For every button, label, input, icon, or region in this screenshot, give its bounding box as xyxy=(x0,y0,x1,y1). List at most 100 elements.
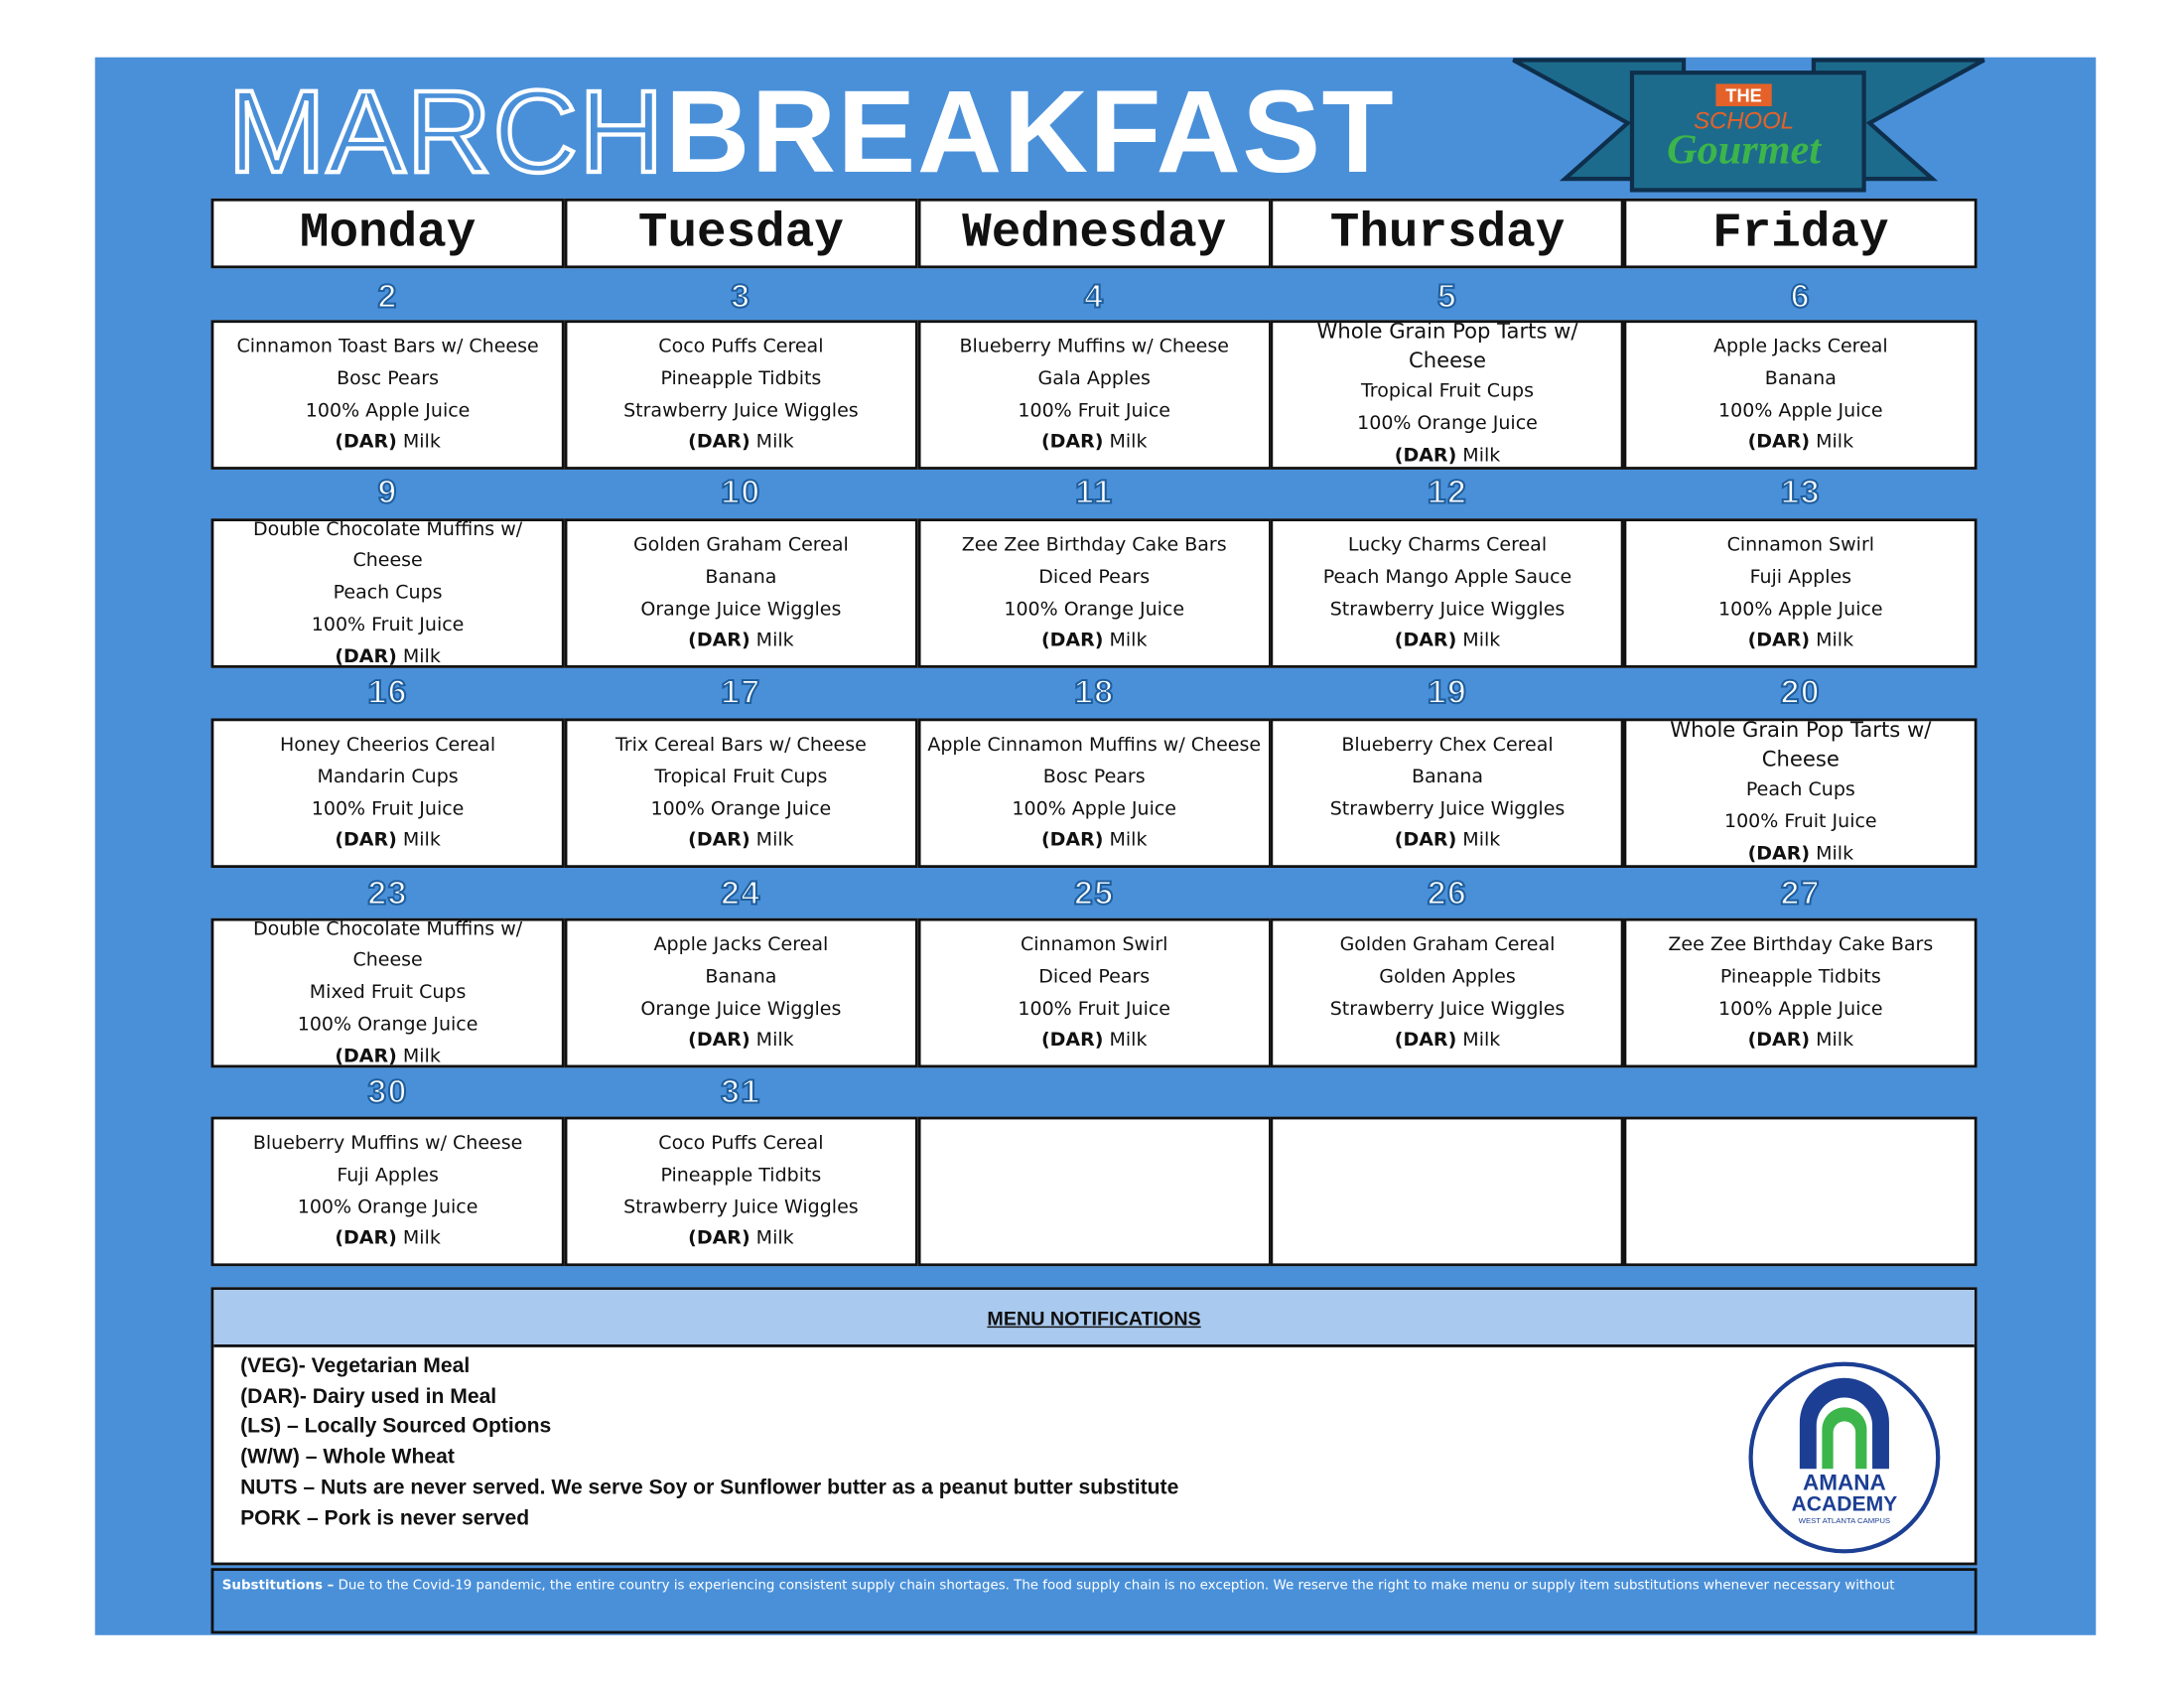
menu-item: Diced Pears xyxy=(1038,565,1151,589)
menu-item: Banana xyxy=(705,965,777,988)
title-month: MARCH xyxy=(225,66,665,198)
date-number: 12 xyxy=(1427,474,1468,512)
date-number: 11 xyxy=(1074,474,1114,512)
milk-tag: (DAR) xyxy=(1747,1029,1811,1052)
notifications-box: MENU NOTIFICATIONS (VEG)- Vegetarian Mea… xyxy=(210,1287,1978,1566)
menu-item: Peach Cups xyxy=(1745,778,1855,802)
menu-item: Fuji Apples xyxy=(1749,565,1852,589)
milk-line: (DAR) Milk xyxy=(688,825,793,857)
milk-tag: (DAR) xyxy=(688,629,751,652)
milk-line: (DAR) Milk xyxy=(335,825,440,857)
date-number: 5 xyxy=(1436,278,1458,317)
menu-item: Banana xyxy=(1764,366,1837,390)
logo-text: ACADEMY xyxy=(1792,1493,1898,1516)
day-cell xyxy=(917,1116,1272,1267)
menu-item: Double Chocolate Muffins w/ Cheese xyxy=(252,917,523,972)
notification-item: (LS) – Locally Sourced Options xyxy=(240,1414,552,1439)
day-header: Tuesday xyxy=(564,198,918,269)
day-cell: Cinnamon Toast Bars w/ Cheese Bosc Pears 1… xyxy=(210,320,565,470)
menu-item: Strawberry Juice Wiggles xyxy=(1329,997,1566,1020)
menu-item: Lucky Charms Cereal xyxy=(1347,533,1548,557)
milk-tag: (DAR) xyxy=(688,828,751,852)
milk-tag: (DAR) xyxy=(1747,629,1811,652)
milk-text: Milk xyxy=(755,1029,794,1052)
date-number: 3 xyxy=(730,278,751,317)
menu-item: 100% Orange Juice xyxy=(650,796,832,820)
menu-item: Strawberry Juice Wiggles xyxy=(1329,597,1566,621)
milk-text: Milk xyxy=(755,629,794,652)
milk-line: (DAR) Milk xyxy=(1748,625,1853,656)
footer-label: Substitutions – xyxy=(221,1578,335,1594)
day-header: Monday xyxy=(210,198,565,269)
notification-item: PORK – Pork is never served xyxy=(240,1505,530,1530)
day-cell xyxy=(1270,1116,1625,1267)
milk-line: (DAR) Milk xyxy=(1395,825,1500,857)
menu-item: Blueberry Muffins w/ Cheese xyxy=(959,335,1229,358)
logo-text: SCHOOL xyxy=(1694,107,1794,134)
day-cell: Blueberry Muffins w/ Cheese Gala Apples 10… xyxy=(917,320,1272,470)
date-number: 16 xyxy=(366,673,408,712)
day-header: Thursday xyxy=(1270,198,1625,269)
date-number: 6 xyxy=(1790,278,1811,317)
menu-item: Banana xyxy=(705,565,777,589)
menu-item: Trix Cereal Bars w/ Cheese xyxy=(614,734,867,757)
milk-tag: (DAR) xyxy=(688,1029,751,1052)
menu-item: 100% Apple Juice xyxy=(1718,398,1883,422)
milk-line: (DAR) Milk xyxy=(688,625,793,656)
date-number: 9 xyxy=(376,474,398,512)
menu-item: Strawberry Juice Wiggles xyxy=(623,398,859,422)
notifications-list: (VEG)- Vegetarian Meal (DAR)- Dairy used … xyxy=(240,1351,1178,1533)
menu-item: Orange Juice Wiggles xyxy=(640,597,842,621)
milk-text: Milk xyxy=(1462,828,1501,852)
logo-text: Gourmet xyxy=(1667,127,1822,174)
milk-text: Milk xyxy=(755,430,794,454)
menu-item: Mandarin Cups xyxy=(317,766,459,788)
day-cell xyxy=(1623,1116,1978,1267)
menu-item: Tropical Fruit Cups xyxy=(654,766,828,788)
menu-item: 100% Apple Juice xyxy=(305,398,471,422)
menu-item: Apple Jacks Cereal xyxy=(653,933,829,956)
milk-text: Milk xyxy=(1816,629,1854,652)
menu-item: Tropical Fruit Cups xyxy=(1360,380,1535,403)
menu-item: Blueberry Muffins w/ Cheese xyxy=(252,1132,523,1155)
day-cell: Blueberry Muffins w/ Cheese Fuji Apples 10… xyxy=(210,1116,565,1267)
milk-text: Milk xyxy=(1109,1029,1148,1052)
milk-line: (DAR) Milk xyxy=(1748,1025,1853,1056)
menu-item: Coco Puffs Cereal xyxy=(658,335,824,358)
milk-line: (DAR) Milk xyxy=(1395,625,1500,656)
milk-tag: (DAR) xyxy=(1394,828,1457,852)
milk-text: Milk xyxy=(402,828,441,852)
milk-line: (DAR) Milk xyxy=(335,1041,440,1064)
menu-item: Blueberry Chex Cereal xyxy=(1341,734,1554,757)
day-cell: Coco Puffs Cereal Pineapple Tidbits Strawb… xyxy=(564,1116,918,1267)
menu-item: Fuji Apples xyxy=(337,1164,439,1187)
milk-tag: (DAR) xyxy=(335,828,397,852)
milk-text: Milk xyxy=(1462,444,1501,467)
title-meal: BREAKFAST xyxy=(664,66,1396,198)
notification-item: (W/W) – Whole Wheat xyxy=(240,1445,455,1470)
milk-tag: (DAR) xyxy=(1747,842,1811,866)
notification-item: NUTS – Nuts are never served. We serve S… xyxy=(240,1476,1179,1499)
milk-line: (DAR) Milk xyxy=(1041,825,1147,857)
menu-item: Zee Zee Birthday Cake Bars xyxy=(1668,933,1934,956)
day-cell: Cinnamon Swirl Fuji Apples 100% Apple Juic… xyxy=(1623,518,1978,668)
day-cell: Apple Jacks Cereal Banana Orange Juice Wig… xyxy=(564,917,918,1068)
date-number: 23 xyxy=(366,875,408,914)
milk-line: (DAR) Milk xyxy=(688,1223,793,1255)
milk-text: Milk xyxy=(1109,828,1148,852)
menu-item: Orange Juice Wiggles xyxy=(640,997,842,1020)
milk-text: Milk xyxy=(1816,430,1854,454)
milk-tag: (DAR) xyxy=(1040,828,1104,852)
day-cell: Zee Zee Birthday Cake Bars Diced Pears 100… xyxy=(917,518,1272,668)
milk-line: (DAR) Milk xyxy=(1395,1025,1500,1056)
menu-item: Whole Grain Pop Tarts w/ Cheese xyxy=(1670,718,1932,773)
menu-item: Apple Jacks Cereal xyxy=(1712,335,1888,358)
day-cell: Honey Cheerios Cereal Mandarin Cups 100% F… xyxy=(210,718,565,869)
menu-item: Pineapple Tidbits xyxy=(1719,965,1881,988)
date-number: 13 xyxy=(1780,474,1822,512)
menu-item: Mixed Fruit Cups xyxy=(309,981,467,1004)
day-header: Friday xyxy=(1623,198,1978,269)
menu-item: 100% Fruit Juice xyxy=(311,613,465,636)
day-cell: Apple Cinnamon Muffins w/ Cheese Bosc Pea… xyxy=(917,718,1272,869)
milk-tag: (DAR) xyxy=(335,430,397,454)
